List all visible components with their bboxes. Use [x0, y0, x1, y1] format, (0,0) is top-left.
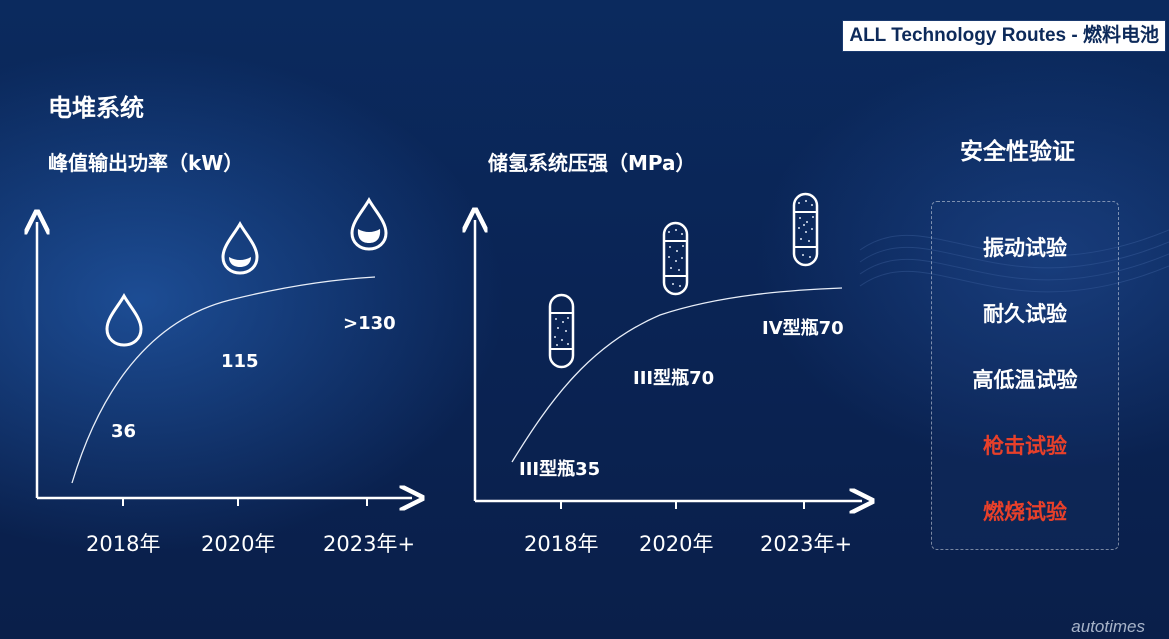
left-value-2020: 115	[221, 351, 259, 372]
safety-item-gunshot: 枪击试验	[983, 434, 1067, 458]
middle-tick-2020: 2020年	[639, 532, 714, 556]
middle-tick-2018: 2018年	[524, 532, 599, 556]
hydrogen-tank-large-icon	[792, 192, 819, 267]
middle-value-2018: III型瓶35	[519, 459, 601, 480]
left-axes	[37, 222, 412, 506]
safety-item-fire: 燃烧试验	[983, 500, 1067, 524]
middle-axes	[475, 220, 862, 509]
left-value-2018: 36	[111, 421, 137, 442]
section-title: 电堆系统	[48, 94, 144, 122]
water-drop-empty-icon	[105, 293, 143, 347]
left-value-2023: >130	[343, 313, 396, 334]
decorative-waves	[859, 229, 1169, 293]
middle-trend-curve	[511, 287, 843, 463]
safety-item-durability: 耐久试验	[983, 302, 1067, 326]
safety-item-temperature: 高低温试验	[972, 368, 1078, 392]
middle-panel-subtitle: 储氢系统压强（MPa）	[488, 151, 696, 175]
water-drop-full-icon	[350, 197, 388, 251]
water-drop-half-icon	[221, 221, 259, 275]
left-panel-subtitle: 峰值输出功率（kW）	[48, 151, 244, 175]
safety-title: 安全性验证	[960, 139, 1075, 165]
middle-value-2023: IV型瓶70	[762, 318, 844, 339]
hydrogen-tank-medium-icon	[662, 221, 689, 296]
left-tick-2023: 2023年+	[323, 532, 416, 556]
middle-tick-2023: 2023年+	[760, 532, 853, 556]
slide-title-badge: ALL Technology Routes - 燃料电池	[842, 20, 1166, 52]
safety-tests-box: 振动试验 耐久试验 高低温试验 枪击试验 燃烧试验	[931, 201, 1119, 550]
safety-item-vibration: 振动试验	[983, 236, 1067, 260]
left-tick-2020: 2020年	[201, 532, 276, 556]
left-tick-2018: 2018年	[86, 532, 161, 556]
left-trend-curve	[71, 276, 376, 484]
hydrogen-tank-small-icon	[548, 293, 575, 369]
middle-value-2020: III型瓶70	[633, 368, 715, 389]
watermark-logo: autotimes	[1071, 617, 1145, 636]
